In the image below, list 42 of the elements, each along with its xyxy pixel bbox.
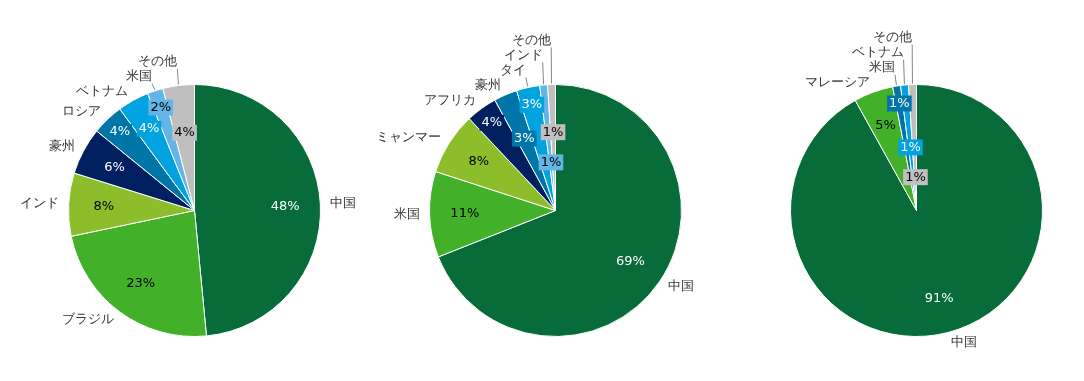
slice-label: ロシア — [61, 103, 101, 119]
slice-label: 中国 — [330, 195, 357, 211]
slice-label: 豪州 — [475, 76, 502, 92]
data-label: 4% — [174, 124, 195, 140]
data-label: 1% — [905, 168, 926, 184]
slice-label: マレーシア — [804, 74, 870, 90]
data-label: 1% — [540, 153, 562, 169]
slice-label: 米国 — [126, 68, 153, 84]
slice-label: その他 — [873, 29, 913, 45]
slice-label: インド — [503, 46, 543, 62]
data-label: 6% — [104, 159, 125, 175]
data-label: 11% — [450, 204, 480, 220]
data-label: 1% — [542, 123, 564, 139]
slice-label: アフリカ — [423, 91, 476, 107]
slice-label: タイ — [499, 61, 526, 77]
slice-label: 中国 — [950, 333, 977, 349]
data-label: 3% — [514, 129, 535, 145]
data-label: 91% — [924, 289, 954, 305]
slice-label: その他 — [512, 31, 552, 47]
slice-label: ベトナム — [851, 44, 904, 60]
slice-label: ベトナム — [76, 83, 129, 99]
data-label: 5% — [875, 116, 896, 132]
data-label: 4% — [109, 123, 131, 139]
slice-label: その他 — [138, 53, 178, 69]
slice-label: ミャンマー — [375, 129, 441, 144]
slice-label: 米国 — [869, 59, 896, 75]
slice-label: 豪州 — [48, 137, 75, 153]
slice-label: 中国 — [667, 278, 694, 294]
data-label: 23% — [126, 274, 156, 290]
data-label: 48% — [270, 197, 300, 213]
slice-label: 米国 — [393, 206, 420, 222]
slice-label: ブラジル — [61, 311, 114, 327]
data-label: 2% — [150, 98, 171, 114]
slice-label: インド — [19, 195, 59, 211]
data-label: 69% — [616, 252, 645, 268]
data-label: 8% — [93, 197, 115, 213]
data-label: 3% — [521, 96, 543, 112]
data-label: 1% — [889, 94, 910, 110]
data-label: 4% — [481, 114, 503, 130]
data-label: 8% — [468, 153, 490, 169]
data-label: 4% — [138, 120, 160, 136]
data-label: 1% — [900, 138, 921, 154]
